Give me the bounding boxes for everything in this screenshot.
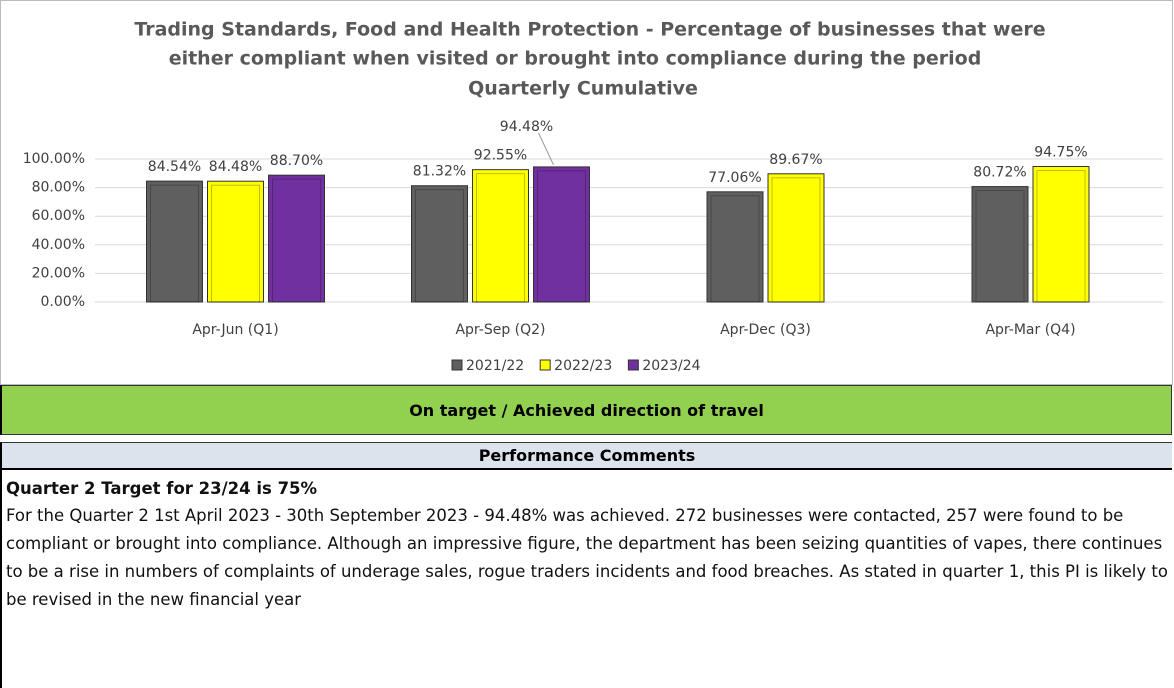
legend-swatch [627,359,639,371]
data-label: 89.67% [769,152,822,168]
bar [207,180,264,303]
data-label: 94.75% [1034,145,1087,161]
data-label: 77.06% [708,170,761,186]
x-tick-label: Apr-Mar (Q4) [985,322,1075,338]
bar-bevel [975,190,1025,303]
y-tick-label: 0.00% [41,294,85,310]
bar [411,185,468,303]
legend-label: 2022/23 [554,358,612,374]
legend-swatch [451,359,463,371]
bar-bevel [415,189,464,303]
y-tick-label: 20.00% [32,265,85,281]
chart: Trading Standards, Food and Health Prote… [0,0,1173,385]
bar [268,174,325,303]
bar-bevel [211,184,260,303]
bar [706,191,764,303]
y-tick-label: 60.00% [32,208,85,224]
data-label: 84.54% [148,159,201,175]
data-label: 80.72% [973,165,1026,181]
data-label: 92.55% [474,148,527,164]
bar [767,173,825,303]
leader-line [538,132,554,166]
legend-label: 2021/22 [466,358,524,374]
y-tick-label: 40.00% [32,237,85,253]
data-label: 84.48% [209,159,262,175]
bar-bevel [476,173,525,303]
bar [971,186,1029,303]
x-tick-label: Apr-Jun (Q1) [192,322,278,338]
comments: Quarter 2 Target for 23/24 is 75% For th… [0,470,1174,688]
chart-subtitle: Quarterly Cumulative [468,78,698,100]
bar-bevel [150,184,199,303]
data-label: 88.70% [270,153,323,169]
y-tick-label: 80.00% [32,180,85,196]
data-label: 81.32% [413,164,466,180]
bar [146,180,203,303]
bar-bevel [710,195,760,303]
x-tick-label: Apr-Sep (Q2) [455,322,545,338]
status-bar: On target / Achieved direction of travel [0,385,1172,435]
comments-heading: Quarter 2 Target for 23/24 is 75% [6,479,318,498]
bar [472,169,529,303]
bar-bevel [1036,170,1086,303]
chart-title: either compliant when visited or brought… [169,48,982,70]
chart-title: Trading Standards, Food and Health Prote… [134,19,1045,41]
comments-header: Performance Comments [0,442,1172,470]
bar-bevel [537,170,586,303]
legend-label: 2023/24 [642,358,700,374]
bar-bevel [272,178,321,303]
bar-bevel [771,177,821,303]
y-tick-label: 100.00% [23,151,85,167]
x-tick-label: Apr-Dec (Q3) [720,322,811,338]
comments-text: For the Quarter 2 1st April 2023 - 30th … [6,506,1168,609]
data-label: 94.48% [500,119,553,135]
legend-swatch [539,359,551,371]
bar [533,166,590,303]
bar [1032,166,1090,303]
